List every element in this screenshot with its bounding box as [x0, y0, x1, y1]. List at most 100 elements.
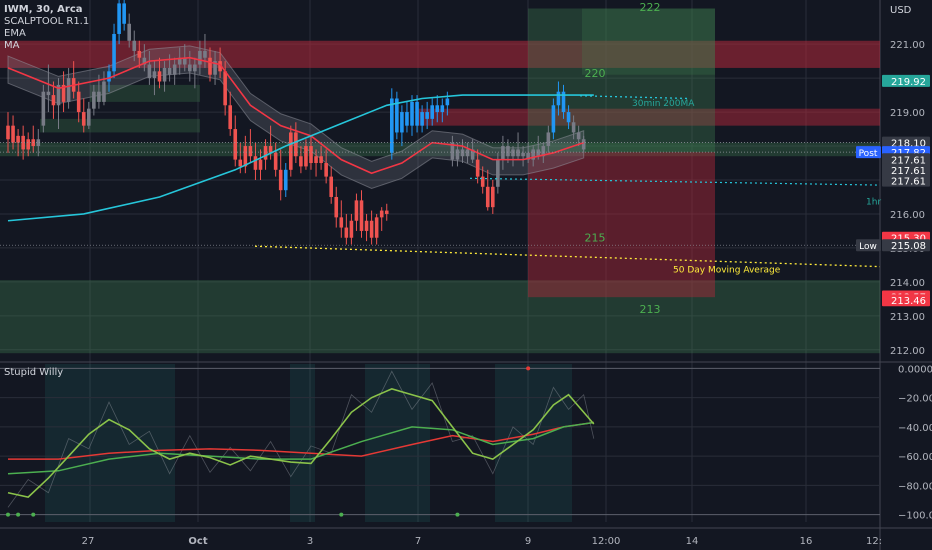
candle-body[interactable]: [566, 112, 571, 123]
candle-body[interactable]: [248, 146, 253, 157]
candle-body[interactable]: [273, 152, 278, 170]
candle-body[interactable]: [299, 156, 303, 167]
ma-50-day-line[interactable]: [254, 245, 881, 268]
candle-body[interactable]: [430, 105, 434, 119]
candle-body[interactable]: [531, 149, 535, 160]
candle-body[interactable]: [46, 91, 51, 96]
candle-body[interactable]: [238, 159, 243, 167]
candle-body[interactable]: [551, 105, 556, 133]
candle-body[interactable]: [470, 149, 475, 160]
candle-body[interactable]: [420, 112, 424, 126]
candle-body[interactable]: [571, 122, 576, 133]
candle-body[interactable]: [61, 84, 66, 102]
candle-body[interactable]: [76, 91, 81, 113]
candle-body[interactable]: [132, 40, 137, 51]
candle-body[interactable]: [405, 112, 409, 126]
candle-body[interactable]: [147, 64, 152, 79]
candle-body[interactable]: [390, 98, 394, 153]
candle-body[interactable]: [516, 149, 520, 157]
candle-body[interactable]: [278, 169, 283, 191]
candle-body[interactable]: [177, 57, 182, 65]
candle-body[interactable]: [425, 112, 429, 119]
candle-body[interactable]: [546, 132, 551, 147]
candle-body[interactable]: [506, 146, 510, 157]
candle-body[interactable]: [526, 152, 530, 160]
candle-body[interactable]: [193, 64, 197, 72]
candle-body[interactable]: [435, 105, 440, 113]
candle-body[interactable]: [41, 91, 46, 126]
candle-body[interactable]: [122, 3, 126, 24]
candle-body[interactable]: [6, 125, 10, 140]
candle-body[interactable]: [334, 196, 339, 218]
candle-body[interactable]: [36, 139, 41, 147]
candle-body[interactable]: [208, 57, 212, 75]
candle-body[interactable]: [213, 61, 217, 75]
candle-body[interactable]: [501, 146, 505, 160]
candle-body[interactable]: [354, 200, 359, 221]
candle-body[interactable]: [465, 149, 470, 157]
candle-body[interactable]: [51, 95, 56, 106]
candle-body[interactable]: [268, 146, 273, 153]
candle-body[interactable]: [167, 67, 172, 75]
candle-body[interactable]: [379, 210, 384, 218]
candle-body[interactable]: [102, 81, 106, 102]
candle-body[interactable]: [410, 101, 414, 126]
candle-body[interactable]: [324, 163, 328, 177]
candle-body[interactable]: [294, 132, 298, 157]
candle-body[interactable]: [455, 149, 460, 160]
osc-slow-line[interactable]: [7, 421, 594, 475]
osc-fast-line[interactable]: [7, 388, 595, 499]
candle-body[interactable]: [369, 220, 374, 238]
candle-body[interactable]: [11, 125, 15, 143]
candle-body[interactable]: [66, 78, 71, 102]
candle-body[interactable]: [445, 98, 450, 106]
candle-body[interactable]: [480, 176, 485, 187]
candle-body[interactable]: [283, 169, 288, 191]
candle-body[interactable]: [581, 139, 586, 150]
ma-200-line[interactable]: [7, 94, 594, 222]
candle-body[interactable]: [491, 186, 495, 208]
indicator-scalptool[interactable]: SCALPTOOL R1.1: [4, 16, 90, 27]
candle-body[interactable]: [314, 156, 318, 164]
candle-body[interactable]: [309, 146, 313, 164]
candle-body[interactable]: [87, 108, 91, 126]
candle-body[interactable]: [460, 149, 465, 157]
candle-body[interactable]: [16, 135, 20, 143]
candle-body[interactable]: [253, 156, 258, 170]
indicator-ema[interactable]: EMA: [4, 28, 26, 39]
candle-body[interactable]: [400, 112, 404, 133]
candle-body[interactable]: [374, 217, 379, 238]
candle-body[interactable]: [349, 220, 354, 238]
candle-body[interactable]: [339, 217, 344, 228]
candle-body[interactable]: [329, 176, 333, 197]
candle-body[interactable]: [263, 146, 268, 160]
candle-body[interactable]: [450, 142, 455, 160]
candle-body[interactable]: [127, 23, 131, 41]
candle-body[interactable]: [157, 71, 162, 82]
candle-body[interactable]: [541, 146, 546, 157]
candle-body[interactable]: [576, 132, 581, 140]
candle-body[interactable]: [137, 50, 142, 58]
candle-body[interactable]: [556, 91, 561, 106]
candle-body[interactable]: [117, 3, 121, 34]
currency-label[interactable]: USD: [890, 5, 912, 16]
candle-body[interactable]: [496, 159, 500, 187]
candle-body[interactable]: [475, 159, 480, 177]
candle-body[interactable]: [81, 112, 86, 126]
candle-body[interactable]: [188, 64, 192, 72]
indicator-ma[interactable]: MA: [4, 40, 20, 51]
candle-body[interactable]: [142, 57, 147, 65]
candle-body[interactable]: [536, 149, 541, 157]
candle-body[interactable]: [21, 135, 25, 150]
candle-body[interactable]: [97, 91, 101, 102]
candle-body[interactable]: [228, 105, 232, 130]
candle-body[interactable]: [203, 50, 207, 58]
candle-body[interactable]: [289, 132, 293, 170]
candle-body[interactable]: [223, 71, 227, 106]
candle-body[interactable]: [511, 149, 515, 157]
candle-body[interactable]: [319, 156, 323, 164]
ema-line[interactable]: [7, 56, 584, 175]
candle-body[interactable]: [395, 98, 399, 133]
candle-body[interactable]: [258, 159, 263, 170]
